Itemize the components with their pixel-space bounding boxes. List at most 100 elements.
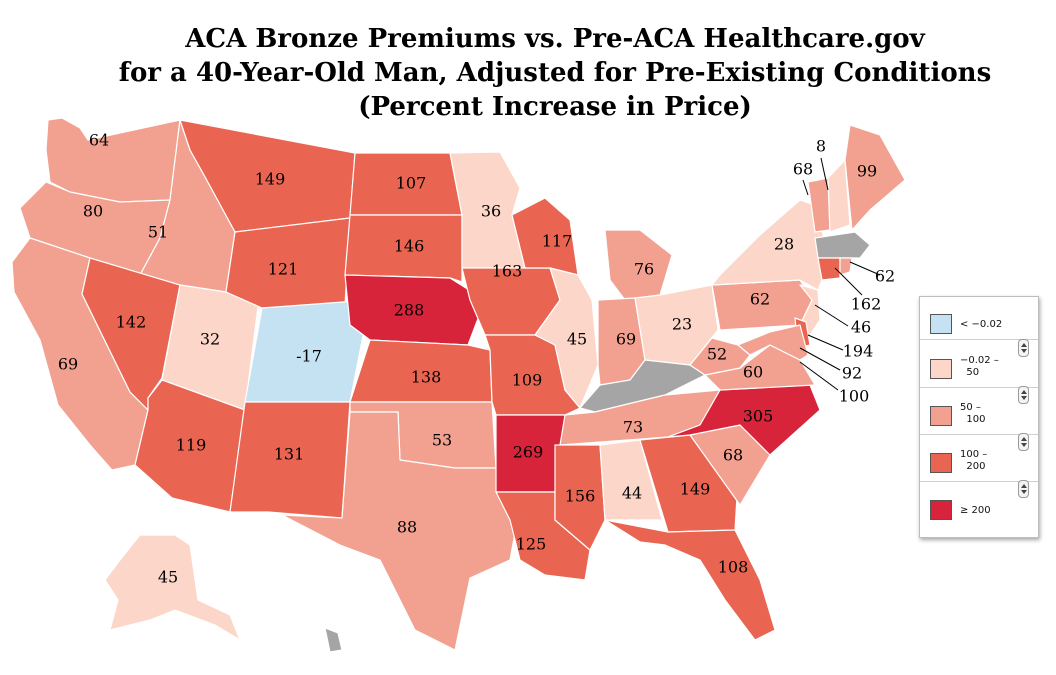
legend-item: 50 – 100 <box>920 388 1038 435</box>
legend-label: −0.02 – 50 <box>960 355 999 378</box>
state-label-mt: 149 <box>255 170 286 189</box>
state-label-co: -17 <box>296 347 322 366</box>
state-label-ri: 62 <box>875 267 895 286</box>
state-al <box>599 439 663 521</box>
state-label-ak: 45 <box>158 568 178 587</box>
state-label-wa: 64 <box>89 131 109 150</box>
state-label-ar: 269 <box>513 443 544 462</box>
state-label-nm: 131 <box>274 445 305 464</box>
state-label-oh: 23 <box>672 315 692 334</box>
leader-line <box>802 179 809 196</box>
state-wa <box>45 117 181 203</box>
state-label-ca: 69 <box>58 355 78 374</box>
state-label-ok: 53 <box>432 431 452 450</box>
state-ms <box>554 444 606 551</box>
state-label-ms: 156 <box>565 487 596 506</box>
state-ma <box>814 231 871 259</box>
state-label-id: 51 <box>148 223 168 242</box>
state-label-md: 92 <box>842 364 862 383</box>
leader-line <box>820 157 829 191</box>
state-label-fl: 108 <box>718 558 749 577</box>
state-label-ks: 138 <box>411 368 442 387</box>
state-label-nc: 305 <box>743 407 774 426</box>
state-label-ga: 149 <box>680 480 711 499</box>
state-label-sc: 68 <box>723 446 743 465</box>
state-label-la: 125 <box>516 535 547 554</box>
state-label-ia: 163 <box>492 262 523 281</box>
state-sd <box>344 214 463 283</box>
state-md <box>737 324 809 361</box>
state-label-dc: 100 <box>839 387 870 406</box>
legend-swatch <box>930 359 952 379</box>
state-ri <box>839 257 853 276</box>
legend-label: 100 – 200 <box>960 449 988 472</box>
state-label-nh: 8 <box>816 137 826 156</box>
legend: < −0.02 −0.02 – 50 50 – 100 100 – 200 ≥ … <box>919 296 1039 538</box>
leader-lines <box>799 157 881 391</box>
legend-label: ≥ 200 <box>960 505 991 516</box>
legend-stepper[interactable] <box>1018 339 1029 357</box>
state-hi1 <box>324 627 343 653</box>
leader-line <box>807 334 844 351</box>
title-line-1: ACA Bronze Premiums vs. Pre-ACA Healthca… <box>185 24 925 54</box>
leader-line <box>849 261 881 276</box>
state-label-nj: 46 <box>851 318 871 337</box>
state-label-vt: 68 <box>793 160 813 179</box>
state-label-nv: 142 <box>116 313 147 332</box>
state-ut <box>161 284 259 411</box>
legend-swatch <box>930 453 952 473</box>
state-label-ct: 162 <box>851 295 882 314</box>
state-fl <box>604 519 776 641</box>
legend-swatch <box>930 500 952 520</box>
state-ct <box>817 257 841 281</box>
state-label-mo: 109 <box>512 371 543 390</box>
legend-item: 100 – 200 <box>920 435 1038 482</box>
state-label-wv: 52 <box>707 345 727 364</box>
legend-item: ≥ 200 <box>920 482 1038 536</box>
legend-stepper[interactable] <box>1018 433 1029 451</box>
state-label-ut: 32 <box>200 330 220 349</box>
state-label-il: 45 <box>567 330 587 349</box>
state-nm <box>229 401 351 519</box>
leader-line <box>814 304 849 327</box>
state-label-in: 69 <box>616 330 636 349</box>
legend-swatch <box>930 314 952 334</box>
state-label-wy: 121 <box>268 260 299 279</box>
state-label-mi: 76 <box>634 260 654 279</box>
state-label-nd: 107 <box>396 174 427 193</box>
leader-line <box>834 267 863 296</box>
legend-item: < −0.02 <box>920 297 1038 340</box>
state-label-tn: 73 <box>623 418 643 437</box>
state-tx <box>281 411 521 651</box>
leader-line <box>799 361 839 391</box>
state-value-labels: 6480695114232119149121-17131107146288138… <box>58 131 895 587</box>
map-title: ACA Bronze Premiums vs. Pre-ACA Healthca… <box>0 22 1056 124</box>
state-label-al: 44 <box>622 484 642 503</box>
legend-swatch <box>930 406 952 426</box>
title-line-3: (Percent Increase in Price) <box>358 92 752 122</box>
leader-line <box>799 347 841 371</box>
legend-stepper[interactable] <box>1018 386 1029 404</box>
state-nh <box>827 159 851 233</box>
state-label-me: 99 <box>857 162 877 181</box>
legend-label: 50 – 100 <box>960 402 986 425</box>
state-ak <box>104 534 241 641</box>
state-label-va: 60 <box>743 363 763 382</box>
state-il <box>534 267 599 409</box>
state-label-mn: 36 <box>481 202 501 221</box>
title-line-2: for a 40-Year-Old Man, Adjusted for Pre-… <box>118 58 992 88</box>
state-label-wi: 117 <box>542 232 573 251</box>
state-label-ne: 288 <box>394 301 425 320</box>
state-label-tx: 88 <box>397 518 417 537</box>
legend-item: −0.02 – 50 <box>920 341 1038 388</box>
state-label-sd: 146 <box>394 237 425 256</box>
state-label-de: 194 <box>843 342 874 361</box>
legend-label: < −0.02 <box>960 319 1003 330</box>
state-label-pa: 62 <box>750 290 770 309</box>
state-me <box>844 124 906 231</box>
state-label-or: 80 <box>83 202 103 221</box>
state-shapes <box>11 117 906 653</box>
legend-stepper[interactable] <box>1018 480 1029 498</box>
state-label-ny: 28 <box>774 235 794 254</box>
